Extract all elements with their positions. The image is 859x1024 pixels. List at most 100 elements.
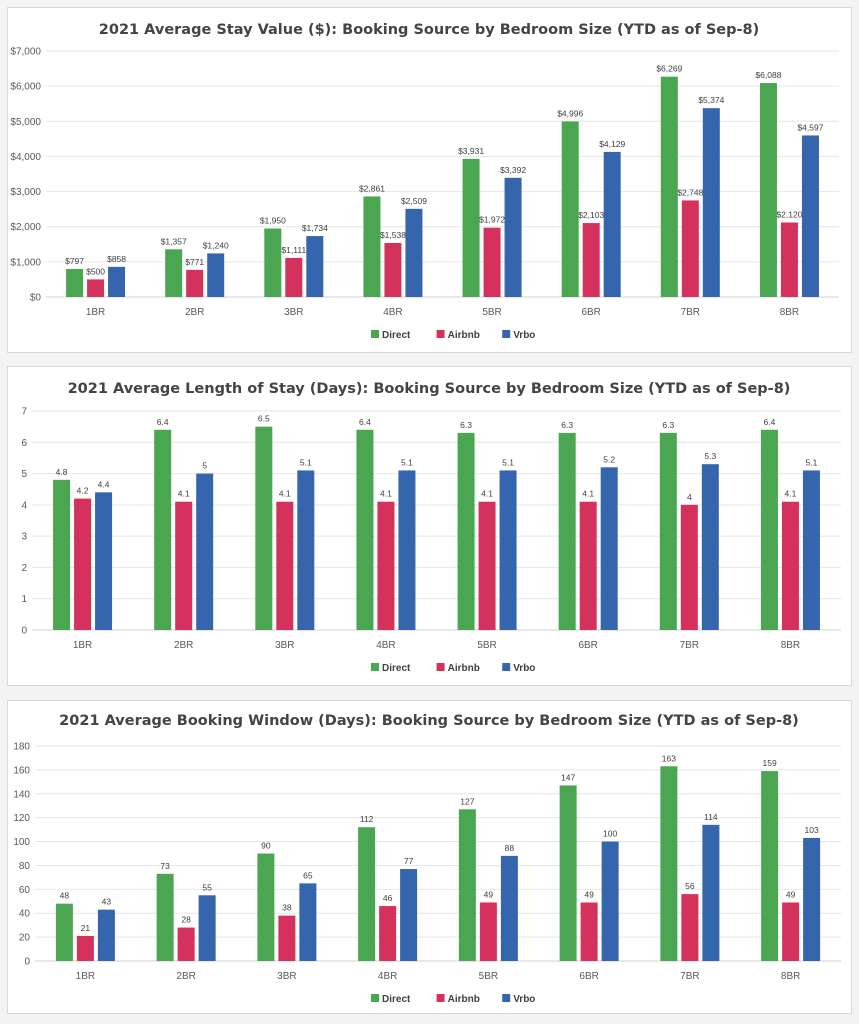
x-tick-label: 8BR: [781, 971, 800, 982]
data-label: 6.3: [561, 420, 573, 430]
y-tick-label: 120: [13, 813, 30, 824]
x-tick-label: 4BR: [378, 971, 397, 982]
bar-airbnb-3br: [276, 501, 294, 630]
bar-direct-8br: [761, 771, 779, 961]
bar-direct-3br: [255, 426, 273, 630]
bar-vrbo-8br: [802, 470, 820, 630]
x-tick-label: 6BR: [578, 640, 597, 651]
data-label: 21: [81, 923, 91, 933]
bar-vrbo-2br: [207, 253, 225, 297]
data-label: $2,120: [776, 209, 802, 219]
bar-direct-8br: [759, 83, 777, 297]
bar-airbnb-1br: [76, 935, 94, 961]
bar-vrbo-3br: [297, 470, 315, 630]
data-label: 88: [505, 843, 515, 853]
data-label: $4,129: [599, 139, 625, 149]
bar-direct-6br: [561, 121, 579, 297]
bar-direct-7br: [660, 76, 678, 298]
data-label: 46: [383, 893, 393, 903]
legend-label-airbnb: Airbnb: [448, 663, 480, 674]
data-label: 6.3: [662, 420, 674, 430]
stay-value-chart: 2021 Average Stay Value ($): Booking Sou…: [10, 22, 839, 341]
bar-direct-2br: [156, 873, 174, 961]
legend-swatch-vrbo: [502, 330, 511, 338]
data-label: $2,509: [401, 196, 427, 206]
data-label: $6,269: [656, 64, 682, 74]
bar-vrbo-1br: [108, 266, 126, 297]
x-tick-label: 8BR: [781, 640, 800, 651]
y-tick-label: 80: [19, 861, 31, 872]
legend-label-direct: Direct: [382, 330, 411, 341]
x-tick-label: 3BR: [275, 640, 294, 651]
bar-airbnb-6br: [582, 223, 600, 297]
x-tick-label: 5BR: [479, 971, 498, 982]
bar-vrbo-2br: [196, 473, 214, 630]
y-tick-label: 40: [19, 909, 31, 920]
y-tick-label: 160: [13, 765, 30, 776]
data-label: $2,861: [359, 183, 385, 193]
data-label: 5.2: [603, 454, 615, 464]
y-tick-label: $5,000: [10, 117, 41, 128]
legend-swatch-airbnb: [436, 994, 445, 1002]
data-label: 56: [685, 881, 695, 891]
bar-direct-1br: [55, 903, 73, 961]
chart-panel-length-of-stay: 2021 Average Length of Stay (Days): Book…: [7, 366, 852, 686]
bar-direct-8br: [760, 429, 778, 630]
bar-airbnb-8br: [780, 222, 798, 297]
y-tick-label: 0: [21, 626, 27, 637]
data-label: 4.1: [178, 489, 190, 499]
data-label: $4,597: [797, 122, 823, 132]
bar-direct-5br: [457, 432, 475, 630]
data-label: 5.3: [704, 451, 716, 461]
y-tick-label: 60: [19, 885, 31, 896]
bar-airbnb-8br: [782, 902, 800, 961]
data-label: $500: [86, 266, 105, 276]
bar-airbnb-7br: [681, 894, 699, 961]
x-tick-label: 2BR: [176, 971, 195, 982]
legend-swatch-direct: [371, 330, 379, 338]
bar-direct-1br: [53, 479, 71, 630]
x-tick-label: 8BR: [780, 307, 799, 318]
chart-title: 2021 Average Length of Stay (Days): Book…: [68, 381, 791, 397]
data-label: 112: [360, 814, 374, 824]
data-label: 5.1: [300, 457, 312, 467]
bar-airbnb-2br: [177, 927, 195, 961]
data-label: 114: [704, 812, 718, 822]
bar-direct-2br: [154, 429, 172, 630]
bar-vrbo-5br: [499, 470, 517, 630]
x-tick-label: 7BR: [680, 971, 699, 982]
bar-airbnb-7br: [681, 200, 699, 297]
x-tick-label: 6BR: [579, 971, 598, 982]
data-label: $2,748: [677, 187, 703, 197]
bar-vrbo-6br: [603, 151, 621, 297]
data-label: 159: [763, 758, 777, 768]
x-tick-label: 6BR: [581, 307, 600, 318]
data-label: 5.1: [806, 457, 818, 467]
legend-label-airbnb: Airbnb: [448, 330, 480, 341]
data-label: 4.1: [785, 489, 797, 499]
data-label: 100: [603, 829, 617, 839]
bar-airbnb-5br: [478, 501, 496, 630]
y-tick-label: 180: [13, 742, 30, 753]
data-label: 5.1: [502, 457, 514, 467]
data-label: $3,392: [500, 165, 526, 175]
legend-swatch-airbnb: [436, 663, 445, 671]
data-label: 77: [404, 856, 414, 866]
data-label: $1,538: [380, 230, 406, 240]
x-tick-label: 5BR: [477, 640, 496, 651]
data-label: 55: [202, 882, 212, 892]
y-tick-label: $1,000: [10, 257, 41, 268]
bar-airbnb-1br: [74, 498, 92, 630]
bar-vrbo-4br: [405, 208, 423, 297]
y-tick-label: 0: [24, 957, 30, 968]
bar-direct-3br: [257, 853, 275, 961]
x-tick-label: 2BR: [174, 640, 193, 651]
data-label: $3,931: [458, 146, 484, 156]
bar-vrbo-6br: [601, 841, 619, 961]
bar-direct-4br: [363, 196, 381, 297]
y-tick-label: 7: [21, 407, 27, 418]
data-label: 147: [561, 772, 575, 782]
data-label: $1,972: [479, 215, 505, 225]
data-label: 163: [662, 753, 676, 763]
data-label: 73: [160, 861, 170, 871]
